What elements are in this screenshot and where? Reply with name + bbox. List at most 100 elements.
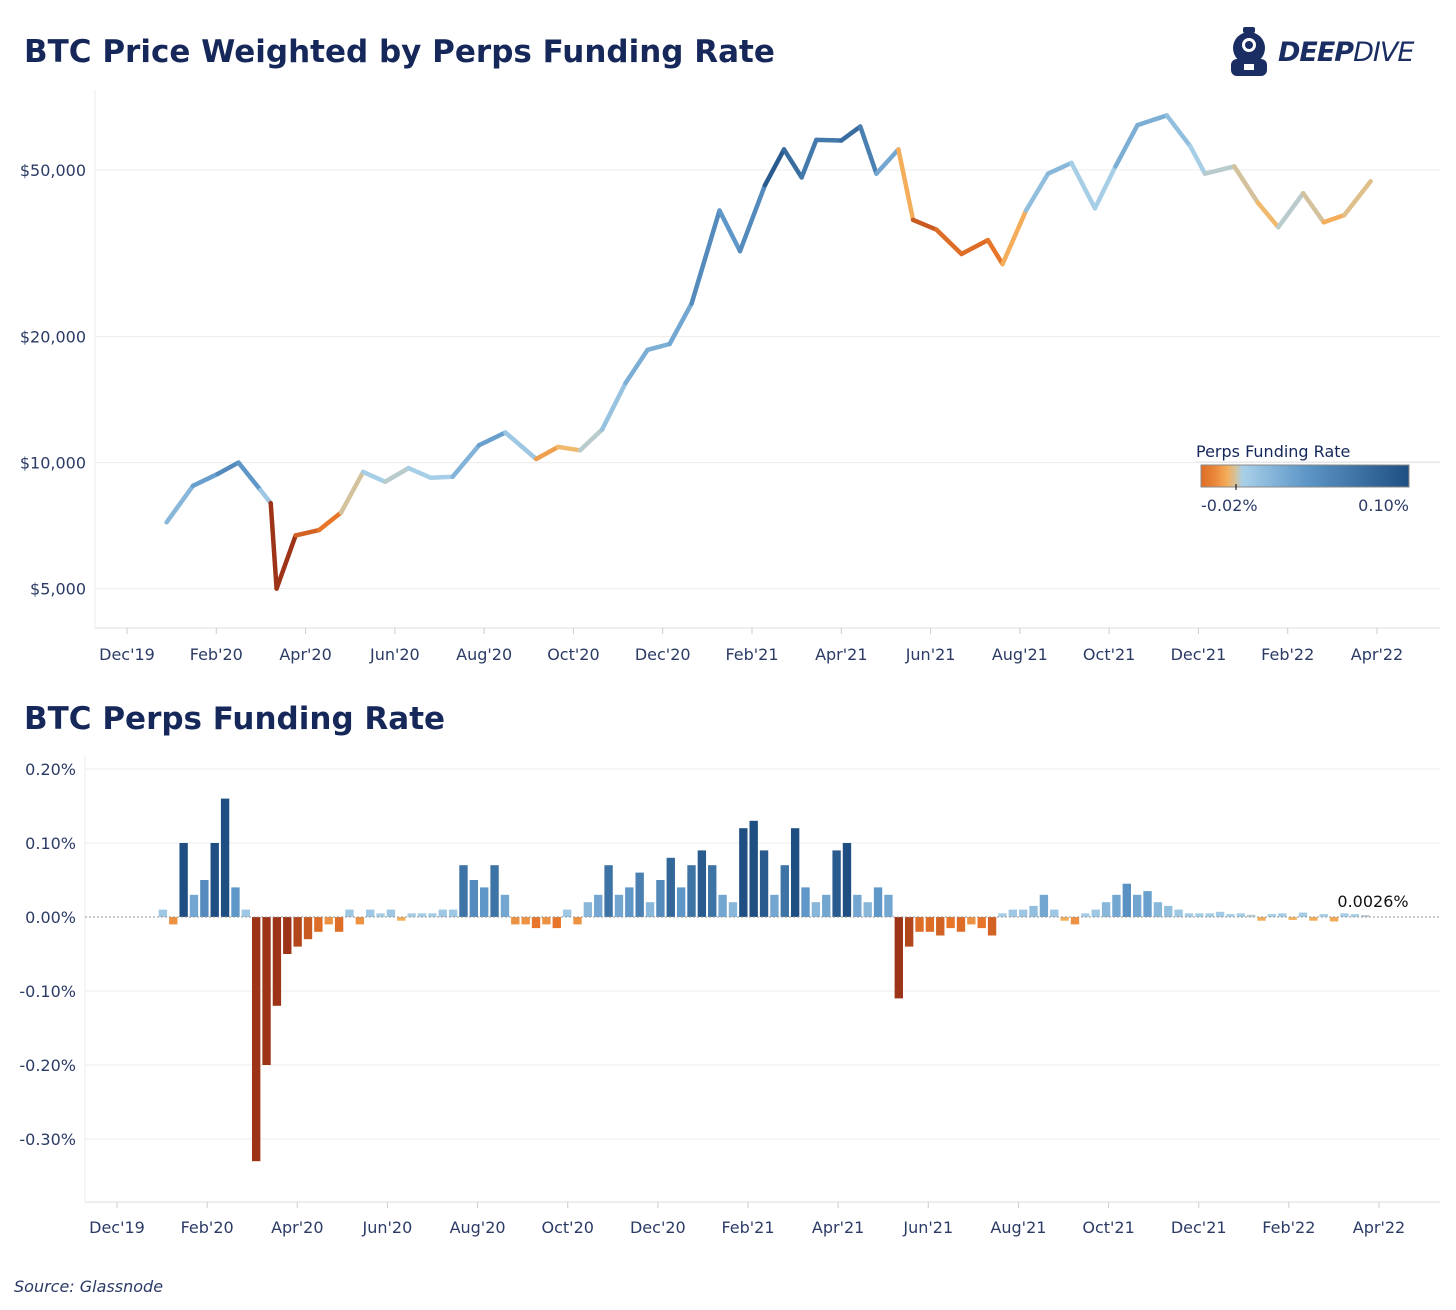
- funding-bar: [998, 913, 1007, 917]
- price-segment: [533, 444, 561, 462]
- funding-bar: [500, 894, 510, 917]
- funding-bar: [1018, 909, 1028, 917]
- x-tick-label: Apr'20: [279, 645, 331, 664]
- funding-bar: [1112, 894, 1121, 917]
- price-segment: [874, 147, 901, 176]
- funding-bar: [200, 880, 209, 917]
- funding-bar: [272, 917, 282, 1006]
- funding-bar: [573, 917, 582, 925]
- price-segment: [577, 427, 605, 453]
- funding-bar: [956, 917, 966, 932]
- funding-bar: [521, 917, 530, 925]
- funding-bar: [1050, 909, 1059, 917]
- x-tick-label: Feb'21: [721, 1218, 774, 1237]
- funding-bar: [822, 894, 831, 917]
- y-tick-label: $10,000: [20, 454, 86, 473]
- price-segment: [258, 487, 273, 506]
- funding-bar: [676, 887, 686, 917]
- funding-bar: [1361, 915, 1370, 917]
- funding-bar: [1329, 917, 1339, 922]
- funding-bar: [1174, 909, 1183, 917]
- funding-bar: [987, 917, 997, 936]
- funding-bar: [397, 917, 406, 921]
- diving-helmet-icon: [1231, 27, 1267, 76]
- funding-bar: [1309, 917, 1318, 921]
- x-tick-label: Jun'21: [902, 1218, 953, 1237]
- funding-bar: [303, 917, 313, 940]
- funding-bar: [1070, 917, 1080, 925]
- x-tick-label: Apr'21: [812, 1218, 864, 1237]
- funding-bar: [1029, 905, 1038, 917]
- funding-bar: [656, 880, 665, 917]
- funding-bar: [1081, 913, 1090, 917]
- funding-bar: [252, 917, 261, 1162]
- funding-bar: [1319, 914, 1328, 917]
- funding-bar: [770, 894, 779, 917]
- funding-bar: [511, 917, 520, 925]
- x-tick-label: Feb'20: [181, 1218, 234, 1237]
- x-tick-label: Feb'22: [1261, 645, 1314, 664]
- funding-bar: [376, 913, 385, 917]
- price-segment: [814, 137, 844, 143]
- funding-bar: [666, 857, 675, 917]
- x-tick-label: Dec'20: [630, 1218, 686, 1237]
- y-tick-label: -0.30%: [19, 1130, 76, 1149]
- price-segment: [1092, 164, 1118, 211]
- price-segment: [896, 147, 916, 223]
- funding-bar: [728, 902, 738, 917]
- funding-bar: [687, 865, 696, 917]
- funding-bar: [780, 865, 789, 917]
- funding-bar: [241, 909, 251, 917]
- funding-bar: [1195, 913, 1204, 917]
- funding-bar: [842, 843, 852, 917]
- funding-bar: [801, 887, 810, 917]
- funding-bar: [1132, 894, 1142, 917]
- funding-bar: [355, 917, 365, 925]
- funding-bar: [428, 913, 437, 917]
- price-segment: [1069, 160, 1098, 211]
- funding-bar: [1340, 913, 1349, 917]
- funding-bar: [1226, 914, 1235, 917]
- funding-bar: [1215, 911, 1225, 917]
- funding-bar: [407, 913, 416, 917]
- funding-bar: [552, 917, 561, 929]
- funding-bar: [1350, 914, 1360, 917]
- funding-bar: [925, 917, 935, 932]
- x-tick-label: Oct'21: [1082, 1218, 1134, 1237]
- funding-bar: [625, 887, 634, 917]
- x-tick-label: Jun'20: [369, 645, 420, 664]
- funding-chart-title: BTC Perps Funding Rate: [24, 701, 446, 737]
- funding-bar: [894, 917, 903, 999]
- funding-bar: [324, 917, 333, 925]
- price-segment: [858, 124, 879, 176]
- price-segment: [428, 474, 455, 480]
- price-segment: [293, 527, 322, 538]
- funding-bar: [314, 917, 323, 932]
- funding-bar: [884, 894, 893, 917]
- deepdive-logo: DEEPDIVE: [1228, 26, 1414, 78]
- price-segment: [1113, 122, 1140, 169]
- price-segment: [1321, 212, 1347, 225]
- price-segment: [1300, 190, 1326, 225]
- price-segment: [781, 147, 804, 180]
- funding-bar: [542, 917, 551, 925]
- funding-bar: [1091, 909, 1100, 917]
- y-tick-label: 0.00%: [25, 908, 76, 927]
- funding-bar: [562, 909, 572, 917]
- x-tick-label: Aug'21: [992, 645, 1048, 664]
- price-segment: [476, 430, 508, 448]
- price-segment: [1202, 164, 1237, 176]
- logo-text-thin: DIVE: [1353, 36, 1414, 68]
- funding-bar: [1278, 913, 1287, 917]
- funding-bar: [604, 865, 613, 917]
- funding-bar: [469, 880, 479, 917]
- y-tick-label: 0.20%: [25, 760, 76, 779]
- x-tick-label: Aug'20: [450, 1218, 506, 1237]
- funding-bar: [438, 909, 447, 917]
- price-segment: [1188, 143, 1208, 176]
- price-segment: [838, 124, 863, 143]
- funding-bar: [158, 909, 168, 917]
- funding-bar: [967, 917, 976, 925]
- funding-bar: [645, 902, 655, 917]
